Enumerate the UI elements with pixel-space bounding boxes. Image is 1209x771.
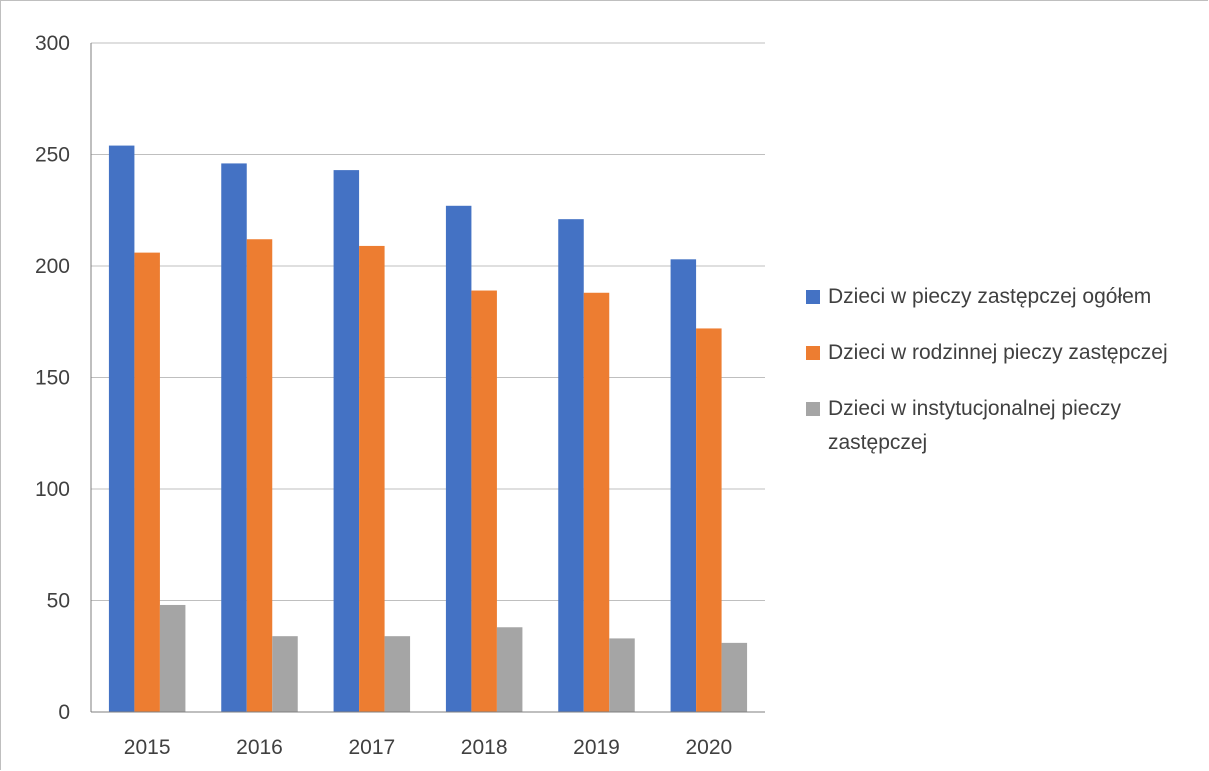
bar-series1-2018	[445, 205, 472, 713]
bar-series2-2017	[359, 245, 385, 712]
gridlines	[91, 42, 765, 601]
y-tick-label: 250	[35, 144, 70, 167]
bar-series2-2018	[471, 290, 497, 712]
bar-series1-2019	[558, 219, 584, 713]
legend: Dzieci w pieczy zastępczej ogółem Dzieci …	[806, 280, 1206, 482]
bar-series2-2019	[583, 292, 610, 712]
y-tick-label: 300	[35, 32, 70, 55]
bar-series3-2015	[159, 604, 186, 712]
legend-swatch	[806, 290, 820, 304]
bar-series2-2016	[246, 239, 273, 713]
x-tick-label: 2020	[685, 736, 732, 759]
y-tick-label: 50	[47, 590, 70, 613]
y-axis-ticks: 0 50 100 150 200 250 300	[35, 32, 70, 724]
bar-series3-2017	[384, 636, 411, 712]
x-tick-label: 2017	[348, 736, 395, 759]
bar-series3-2016	[272, 636, 298, 712]
bar-series1-2017	[333, 170, 360, 713]
x-tick-label: 2019	[573, 736, 620, 759]
bar-series2-2020	[696, 328, 722, 712]
legend-label: Dzieci w pieczy zastępczej ogółem	[828, 285, 1152, 308]
legend-swatch	[806, 402, 820, 416]
x-axis-ticks: 2015 2016 2017 2018 2019 2020	[124, 736, 732, 759]
x-tick-label: 2018	[461, 736, 508, 759]
bars	[108, 145, 748, 713]
y-tick-label: 100	[35, 478, 70, 501]
bar-series3-2019	[609, 638, 635, 712]
bar-series2-2015	[134, 252, 160, 712]
legend-label: Dzieci w rodzinnej pieczy zastępczej	[828, 341, 1168, 364]
x-tick-label: 2015	[124, 736, 171, 759]
legend-item: Dzieci w instytucjonalnej pieczy zastępc…	[806, 392, 1206, 460]
bar-series1-2016	[221, 163, 247, 713]
bar-series1-2020	[670, 259, 697, 712]
legend-item: Dzieci w pieczy zastępczej ogółem	[806, 280, 1206, 314]
y-tick-label: 200	[35, 255, 70, 278]
bar-series3-2020	[721, 642, 748, 712]
bar-series3-2018	[496, 627, 523, 712]
y-tick-label: 150	[35, 367, 70, 390]
legend-swatch	[806, 346, 820, 360]
bar-series1-2015	[108, 145, 135, 712]
y-tick-label: 0	[58, 701, 70, 724]
legend-item: Dzieci w rodzinnej pieczy zastępczej	[806, 336, 1206, 370]
legend-label: Dzieci w instytucjonalnej pieczy zastępc…	[828, 397, 1121, 454]
x-tick-label: 2016	[236, 736, 283, 759]
